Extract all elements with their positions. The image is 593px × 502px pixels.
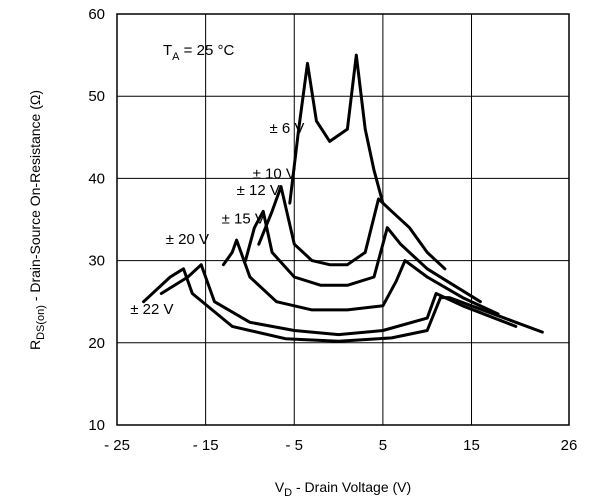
grid bbox=[117, 14, 569, 425]
series-line bbox=[159, 263, 518, 337]
series-label: ± 22 V bbox=[130, 301, 173, 318]
series-line bbox=[221, 238, 500, 316]
x-tick-label: 26 bbox=[561, 437, 578, 454]
y-tick-label: 30 bbox=[88, 253, 105, 270]
x-tick-label: 5 bbox=[379, 437, 387, 454]
y-tick-label: 10 bbox=[88, 417, 105, 434]
x-tick-label: - 5 bbox=[285, 437, 303, 454]
series-label: ± 15 V bbox=[222, 211, 265, 228]
y-tick-label: 40 bbox=[88, 170, 105, 187]
x-tick-label: 15 bbox=[463, 437, 480, 454]
x-tick-labels: - 25 - 15 - 5 5 15 26 bbox=[104, 437, 577, 454]
series-label: ± 20 V bbox=[166, 231, 209, 248]
series-line bbox=[244, 209, 482, 304]
x-axis-label: VD - Drain Voltage (V) bbox=[275, 479, 411, 499]
x-tick-label: - 25 bbox=[104, 437, 130, 454]
y-tick-label: 60 bbox=[88, 6, 105, 23]
series-line bbox=[288, 53, 385, 205]
curves bbox=[142, 53, 544, 343]
plot-frame bbox=[116, 13, 570, 426]
series-label: ± 6 V bbox=[269, 120, 304, 137]
y-tick-label: 50 bbox=[88, 88, 105, 105]
temperature-annotation: TA = 25 °C bbox=[163, 42, 234, 63]
y-tick-label: 20 bbox=[88, 335, 105, 352]
series-line bbox=[257, 185, 447, 271]
series-line bbox=[142, 267, 544, 343]
series-label: ± 12 V bbox=[237, 182, 280, 199]
x-tick-label: - 15 bbox=[193, 437, 219, 454]
series-label: ± 10 V bbox=[253, 165, 296, 182]
series-labels: ± 6 V ± 10 V± 12 V ± 15 V ± 20 V ± 22 V bbox=[130, 120, 304, 318]
y-axis-label: RDS(on) - Drain-Source On-Resistance (Ω) bbox=[27, 90, 47, 350]
y-tick-labels: 10 20 30 40 50 60 bbox=[88, 6, 105, 434]
